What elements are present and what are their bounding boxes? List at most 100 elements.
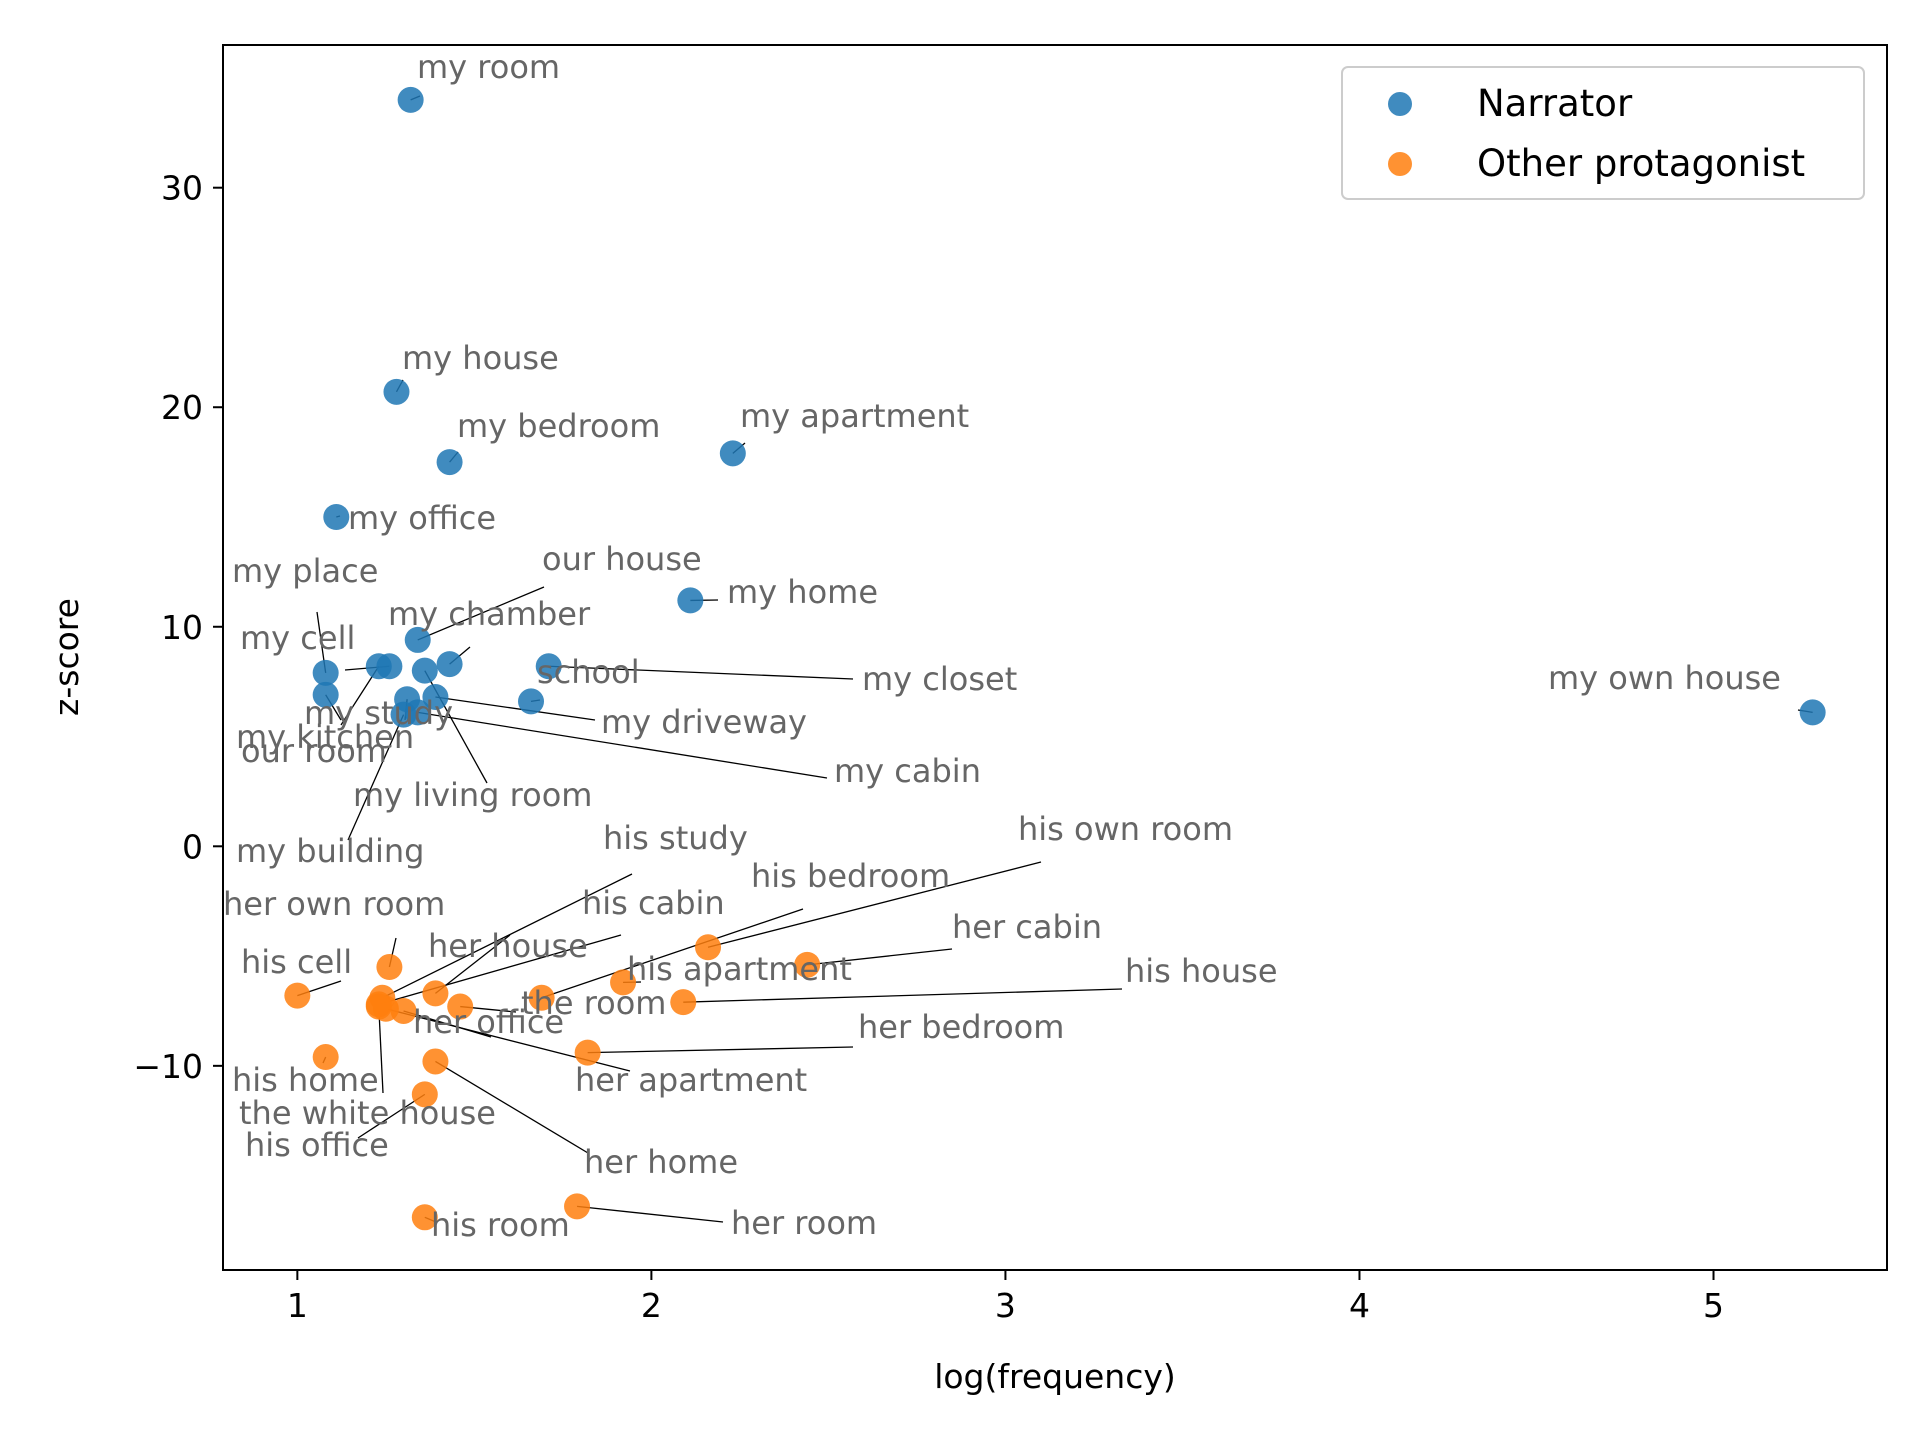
point-my-place: [312, 659, 339, 686]
point-our-house: [404, 626, 431, 653]
point-label-my-living-room: my living room: [353, 776, 592, 814]
point-his-house: [670, 989, 697, 1016]
leader-line-her-cabin: [807, 948, 953, 966]
leader-line-his-own-room: [707, 861, 1042, 948]
point-school: [518, 688, 545, 715]
point-my-bedroom: [436, 449, 463, 476]
point-label-my-home: my home: [727, 573, 878, 611]
legend-label-narrator: Narrator: [1477, 82, 1633, 125]
point-his-cell: [284, 982, 311, 1009]
leader-line-my-closet: [548, 665, 854, 680]
leader-line-his-office: [357, 1093, 426, 1139]
y-tick-label-4: −10: [133, 1047, 203, 1086]
x-tick-label-3: 3: [995, 1286, 1016, 1325]
point-her-bedroom: [574, 1039, 601, 1066]
point-label-my-chamber: my chamber: [388, 595, 591, 633]
legend-box: [1341, 66, 1865, 200]
point-label-the-white-house: the white house: [239, 1094, 496, 1132]
point-her-own-room: [376, 954, 403, 981]
point-label-my-study: my study: [304, 694, 453, 732]
point-label-his-apartment: his apartment: [627, 950, 852, 988]
point-label-her-office: her office: [413, 1003, 564, 1041]
point-my-own-house: [1799, 699, 1826, 726]
leader-line-her-home: [435, 1060, 589, 1154]
point-my-living-room: [411, 657, 438, 684]
point-labels: my room my house my bedroom my apartment my …: [223, 48, 1781, 1244]
leader-line-my-building: [347, 714, 405, 841]
point-my-home: [677, 587, 704, 614]
x-tick-label-1: 1: [287, 1286, 308, 1325]
point-label-my-room: my room: [417, 48, 560, 86]
leader-line-his-house: [683, 988, 1123, 1003]
leader-line-her-room: [576, 1205, 724, 1223]
point-label-her-cabin: her cabin: [952, 908, 1102, 946]
point-label-his-home: his home: [232, 1061, 379, 1099]
point-label-his-cell: his cell: [241, 943, 352, 981]
point-his-home: [312, 1044, 339, 1071]
point-my-kitchen: [365, 653, 392, 680]
point-label-his-study: his study: [603, 819, 748, 857]
point-label-his-cabin: his cabin: [582, 884, 725, 922]
point-my-house: [383, 378, 410, 405]
point-label-her-home: her home: [584, 1143, 738, 1181]
y-tick-label-0: 30: [161, 169, 203, 208]
x-tick-label-5: 5: [1703, 1286, 1724, 1325]
point-label-our-house: our house: [542, 540, 702, 578]
annotation-leaders: [297, 95, 1813, 1223]
point-label-school: school: [537, 653, 640, 691]
point-label-our-room: our room: [241, 732, 387, 770]
point-our-room: [312, 681, 339, 708]
point-label-my-office: my office: [348, 499, 496, 537]
point-label-my-cell: my cell: [240, 619, 355, 657]
point-my-office: [323, 503, 350, 530]
point-label-her-own-room: her own room: [223, 885, 445, 923]
legend: Narrator Other protagonist: [1341, 66, 1865, 200]
y-tick-label-2: 10: [161, 608, 203, 647]
point-label-my-driveway: my driveway: [601, 703, 807, 741]
leader-line-my-cabin: [417, 711, 828, 779]
point-label-his-house: his house: [1125, 952, 1278, 990]
point-label-his-office: his office: [245, 1126, 389, 1164]
legend-marker-other-protagonist: [1388, 152, 1412, 176]
point-the-room: [447, 993, 474, 1020]
point-label-her-room: her room: [731, 1204, 877, 1242]
point-label-my-building: my building: [236, 832, 424, 870]
y-tick-label-1: 20: [161, 388, 203, 427]
leader-line-his-study: [382, 873, 633, 999]
axis-ticks: 1 2 3 4 5 30 20 10 0 −10: [133, 169, 1724, 1325]
legend-label-other-protagonist: Other protagonist: [1477, 142, 1805, 185]
point-label-my-house: my house: [402, 339, 559, 377]
point-his-office: [411, 1081, 438, 1108]
data-points: [284, 86, 1826, 1231]
point-his-own-room: [695, 934, 722, 961]
point-label-my-kitchen: my kitchen: [236, 718, 414, 756]
leader-line-the-white-house: [378, 1006, 384, 1094]
point-label-the-room: the room: [521, 984, 666, 1022]
point-his-apartment: [610, 969, 637, 996]
point-my-room: [397, 86, 424, 113]
point-her-house: [422, 980, 449, 1007]
leader-line-our-house: [417, 586, 545, 641]
point-her-home: [422, 1048, 449, 1075]
plot-frame: [222, 44, 1888, 1271]
point-his-bedroom: [528, 984, 555, 1011]
point-label-her-bedroom: her bedroom: [858, 1008, 1064, 1046]
point-my-apartment: [719, 440, 746, 467]
plot-background: [223, 45, 1887, 1270]
y-tick-label-3: 0: [182, 827, 203, 866]
leader-line-his-bedroom: [541, 908, 804, 999]
leader-line-his-cabin: [378, 934, 622, 1005]
point-label-my-own-house: my own house: [1548, 659, 1781, 697]
point-label-my-cabin: my cabin: [834, 752, 981, 790]
legend-marker-narrator: [1388, 92, 1412, 116]
point-my-chamber: [436, 651, 463, 678]
y-axis-label: z-score: [47, 598, 86, 716]
point-the-white-house: [365, 993, 392, 1020]
point-her-room: [564, 1193, 591, 1220]
leader-line-her-house: [435, 934, 511, 994]
point-label-my-bedroom: my bedroom: [457, 407, 660, 445]
point-label-his-bedroom: his bedroom: [751, 857, 950, 895]
point-label-my-apartment: my apartment: [740, 397, 969, 435]
x-tick-label-2: 2: [641, 1286, 662, 1325]
